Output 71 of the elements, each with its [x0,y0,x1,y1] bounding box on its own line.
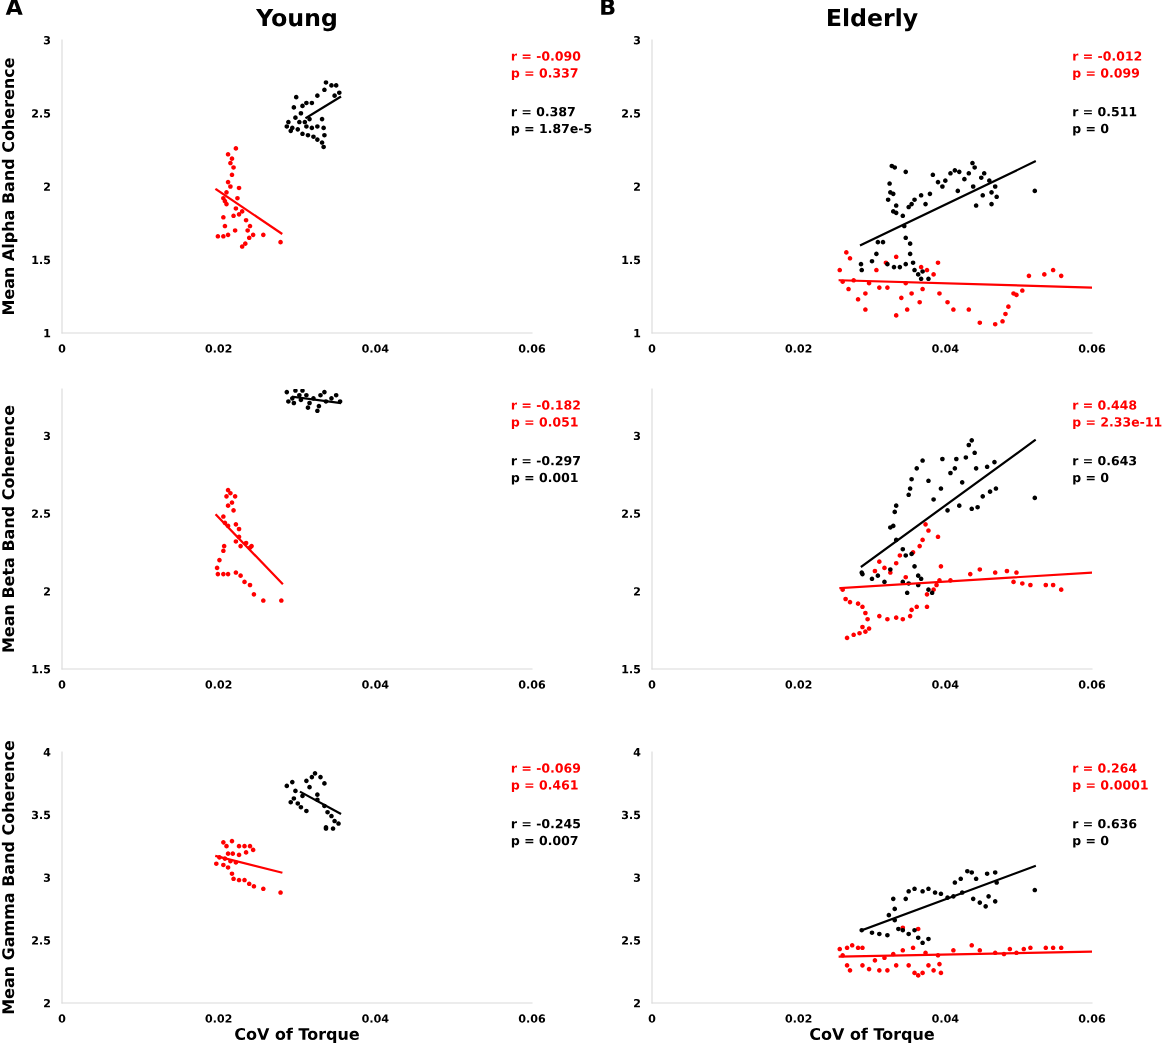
y-tick-label: 2.5 [32,509,51,518]
x-tick-label: 0.04 [362,1014,389,1023]
x-tick-label: 0 [58,680,66,689]
annotation: r = -0.245 p = 0.007 [511,818,581,848]
annotation: r = 0.387 p = 1.87e-5 [511,106,592,136]
annotation: r = 0.264 p = 0.0001 [1073,763,1148,793]
chart-title: Young [255,8,336,32]
x-tick-label: 0.02 [785,344,812,353]
x-axis-title: CoV of Torque [810,1027,934,1044]
y-tick-label: 1 [634,329,641,338]
y-tick-label: 2 [44,998,50,1008]
x-tick-label: 0.04 [362,680,389,689]
y-tick-label: 2 [634,998,640,1008]
x-tick-label: 0.06 [1078,1014,1106,1023]
y-tick-label: 2 [634,182,640,191]
y-axis-title: Mean Alpha Band Coherence [1,58,18,315]
x-tick-label: 0.06 [518,1014,546,1023]
y-tick-label: 2 [44,587,50,596]
y-tick-label: 2.5 [622,109,641,118]
x-tick-label: 0 [648,344,656,353]
y-tick-label: 3 [43,431,51,441]
x-tick-label: 0.06 [518,680,546,689]
y-tick-label: 3.5 [621,810,641,820]
x-tick-label: 0.02 [205,680,232,689]
x-tick-label: 0.04 [362,344,389,353]
y-tick-label: 1.5 [622,255,641,265]
y-tick-label: 4 [633,748,641,757]
y-tick-label: 2 [634,587,640,596]
y-tick-label: 3 [43,35,51,45]
y-tick-label: 3 [43,873,51,882]
y-tick-label: 1.5 [32,665,51,674]
annotation: r = 0.636 p = 0 [1073,818,1137,848]
y-axis-title: Mean Gamma Band Coherence [1,741,15,1014]
annotation: r = -0.090 p = 0.337 [511,51,581,81]
y-axis-title: Mean Beta Band Coherence [1,405,15,652]
x-tick-label: 0.06 [1078,344,1106,353]
x-tick-label: 0.04 [932,1014,959,1023]
y-tick-label: 3.5 [31,810,51,820]
annotation: r = -0.069 p = 0.461 [511,763,581,793]
y-tick-label: 2 [44,182,50,191]
annotation: r = 0.643 p = 0 [1073,455,1137,485]
y-tick-label: 1.5 [32,255,51,265]
y-tick-label: 1 [44,329,51,338]
annotation: r = -0.297 p = 0.001 [511,455,580,485]
y-tick-label: 2.5 [622,509,641,518]
x-tick-label: 0.04 [932,680,959,689]
y-tick-label: 3 [633,431,641,441]
annotation: r = -0.012 p = 0.099 [1073,51,1142,81]
annotation: r = -0.182 p = 0.051 [511,400,580,430]
y-tick-label: 3 [633,873,641,882]
x-tick-label: 0.02 [785,680,812,689]
x-tick-label: 0.02 [205,1014,232,1023]
x-tick-label: 0 [648,1014,656,1023]
x-tick-label: 0 [58,344,66,353]
annotation: r = 0.448 p = 2.33e-11 [1073,400,1162,430]
x-tick-label: 0.04 [932,344,959,353]
x-tick-label: 0 [58,1014,66,1023]
x-tick-label: 0 [648,680,656,689]
y-tick-label: 3 [633,35,641,45]
y-tick-label: 2.5 [622,936,641,945]
chart-title: Elderly [828,8,918,32]
y-tick-label: 2.5 [32,936,51,945]
y-tick-label: 2.5 [32,109,51,118]
y-tick-label: 1.5 [622,665,641,674]
x-axis-title: CoV of Torque [235,1027,359,1044]
x-tick-label: 0.06 [518,344,546,353]
x-tick-label: 0.02 [205,344,232,353]
x-tick-label: 0.02 [785,1014,812,1023]
x-tick-label: 0.06 [1078,680,1106,689]
annotation: r = 0.511 p = 0 [1073,106,1137,136]
y-tick-label: 4 [43,748,51,757]
